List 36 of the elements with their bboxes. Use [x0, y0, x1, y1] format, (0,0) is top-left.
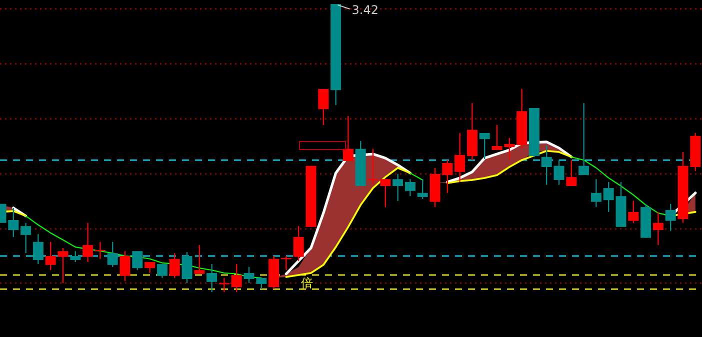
candlestick: [45, 241, 56, 271]
candlestick: [392, 173, 404, 202]
candlestick: [566, 159, 577, 187]
candlestick: [665, 203, 676, 232]
candlestick: [293, 225, 304, 262]
candlestick: [541, 144, 552, 186]
annotation: 倍: [301, 276, 313, 290]
candlestick: [628, 200, 639, 224]
candlestick: [120, 250, 130, 282]
annotation: 3.42: [352, 3, 379, 17]
candlestick: [20, 222, 32, 254]
candlestick: [404, 178, 416, 197]
candlestick: [169, 252, 180, 278]
candlestick: [32, 234, 44, 265]
candlestick: [107, 241, 118, 268]
candlestick: [342, 115, 354, 162]
candlestick: [194, 244, 205, 274]
candlestick: [417, 178, 428, 200]
candlestick: [318, 88, 329, 126]
candlestick: [454, 132, 466, 183]
candlestick: [590, 178, 602, 208]
candlestick: [652, 211, 664, 246]
candlestick: [82, 222, 94, 263]
candlestick: [554, 159, 564, 186]
candlestick: [156, 263, 168, 278]
candlestick: [206, 263, 218, 293]
candlestick: [479, 132, 490, 160]
candlestick: [70, 250, 81, 263]
candlestick: [218, 277, 230, 293]
candlestick: [182, 251, 192, 284]
candlestick: [231, 263, 242, 293]
candlestick: [603, 181, 614, 213]
candlestick: [578, 102, 590, 176]
candlestick: [58, 247, 68, 284]
candlestick: [132, 250, 143, 271]
candlestick: [144, 261, 156, 274]
